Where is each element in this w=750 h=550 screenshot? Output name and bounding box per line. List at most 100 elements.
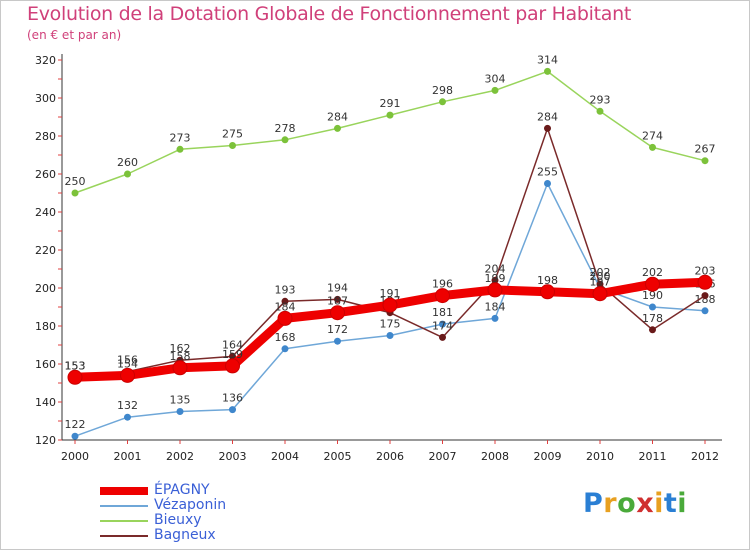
data-label: 200 [590, 270, 611, 283]
data-point [649, 303, 656, 311]
data-point [544, 180, 551, 187]
logo-letter: o [617, 488, 637, 519]
x-tick-label: 2001 [114, 450, 142, 463]
data-label: 260 [117, 156, 138, 169]
data-point [649, 326, 656, 334]
logo-letter: i [654, 488, 664, 519]
data-point [697, 274, 713, 290]
x-tick-label: 2004 [271, 450, 299, 463]
logo-letter: P [583, 488, 604, 519]
x-tick-label: 2002 [166, 450, 194, 463]
data-label: 314 [537, 53, 558, 66]
data-label: 191 [380, 287, 401, 300]
x-tick-label: 2000 [61, 450, 89, 463]
data-point [540, 284, 555, 300]
data-point [176, 408, 184, 415]
data-label: 293 [590, 93, 611, 106]
data-label: 135 [170, 394, 191, 407]
data-point [330, 305, 345, 321]
data-point [281, 136, 289, 144]
data-label: 275 [222, 128, 243, 141]
data-point [71, 432, 79, 440]
logo-letter: t [663, 488, 678, 519]
data-label: 291 [380, 97, 401, 110]
data-point [596, 280, 604, 288]
data-point [592, 286, 608, 302]
data-label: 154 [117, 357, 138, 370]
logo-letter: x [636, 488, 655, 519]
data-point [491, 86, 499, 94]
data-point [67, 369, 83, 385]
data-label: 158 [170, 350, 191, 363]
y-tick-label: 260 [35, 168, 56, 181]
data-point [596, 107, 604, 115]
data-label: 122 [65, 418, 86, 431]
y-tick-label: 200 [35, 282, 56, 295]
data-point [386, 111, 394, 119]
x-tick-label: 2006 [376, 450, 404, 463]
data-label: 198 [537, 274, 558, 287]
data-point [649, 143, 656, 151]
data-label: 284 [327, 110, 348, 123]
data-point [281, 345, 289, 353]
data-point [645, 276, 660, 292]
data-label: 250 [65, 175, 86, 188]
data-point [439, 98, 446, 106]
data-label: 181 [432, 306, 453, 319]
data-label: 202 [642, 266, 663, 279]
x-tick-label: 2008 [481, 450, 509, 463]
data-point [124, 413, 131, 421]
data-point [439, 320, 446, 328]
data-label: 204 [485, 262, 506, 275]
data-label: 267 [695, 143, 716, 156]
data-point [229, 406, 236, 414]
x-tick-label: 2005 [324, 450, 352, 463]
data-label: 190 [642, 289, 663, 302]
data-point [124, 170, 131, 178]
data-label: 196 [432, 278, 453, 291]
y-tick-label: 140 [35, 396, 56, 409]
data-point [334, 124, 341, 132]
data-label: 187 [327, 295, 348, 308]
data-label: 274 [642, 129, 663, 142]
data-point [225, 358, 240, 374]
y-tick-label: 180 [35, 320, 56, 333]
legend-swatch [100, 505, 148, 507]
data-label: 178 [642, 312, 663, 325]
y-tick-label: 280 [35, 130, 56, 143]
data-label: 172 [327, 323, 348, 336]
data-point [701, 307, 709, 315]
legend-swatch [100, 535, 148, 537]
data-label: 162 [170, 342, 191, 355]
x-tick-label: 2011 [639, 450, 667, 463]
x-tick-label: 2007 [429, 450, 457, 463]
data-point [71, 189, 79, 197]
legend-label: Vézaponin [154, 497, 227, 513]
data-label: 153 [65, 359, 86, 372]
y-tick-label: 160 [35, 358, 56, 371]
legend-swatch [100, 487, 148, 495]
data-label: 202 [590, 266, 611, 279]
data-label: 188 [695, 293, 716, 306]
data-label: 184 [275, 300, 296, 313]
legend-label: Bieuxy [154, 512, 202, 528]
logo-letter: i [677, 488, 688, 519]
data-label: 184 [485, 300, 506, 313]
data-label: 203 [695, 264, 716, 277]
data-point [229, 352, 236, 360]
x-tick-label: 2010 [586, 450, 614, 463]
legend-label: ÉPAGNY [154, 482, 210, 498]
legend-swatch [100, 520, 148, 522]
data-label: 197 [590, 276, 611, 289]
x-tick-label: 2003 [219, 450, 247, 463]
logo-letter: r [603, 488, 618, 519]
data-point [435, 288, 450, 304]
chart-subtitle: (en € et par an) [27, 28, 122, 42]
data-point [491, 314, 499, 322]
data-label: 164 [222, 338, 243, 351]
legend-label: Bagneux [154, 527, 216, 543]
data-point [334, 295, 341, 303]
proxiti-logo: Proxiti [583, 488, 687, 519]
